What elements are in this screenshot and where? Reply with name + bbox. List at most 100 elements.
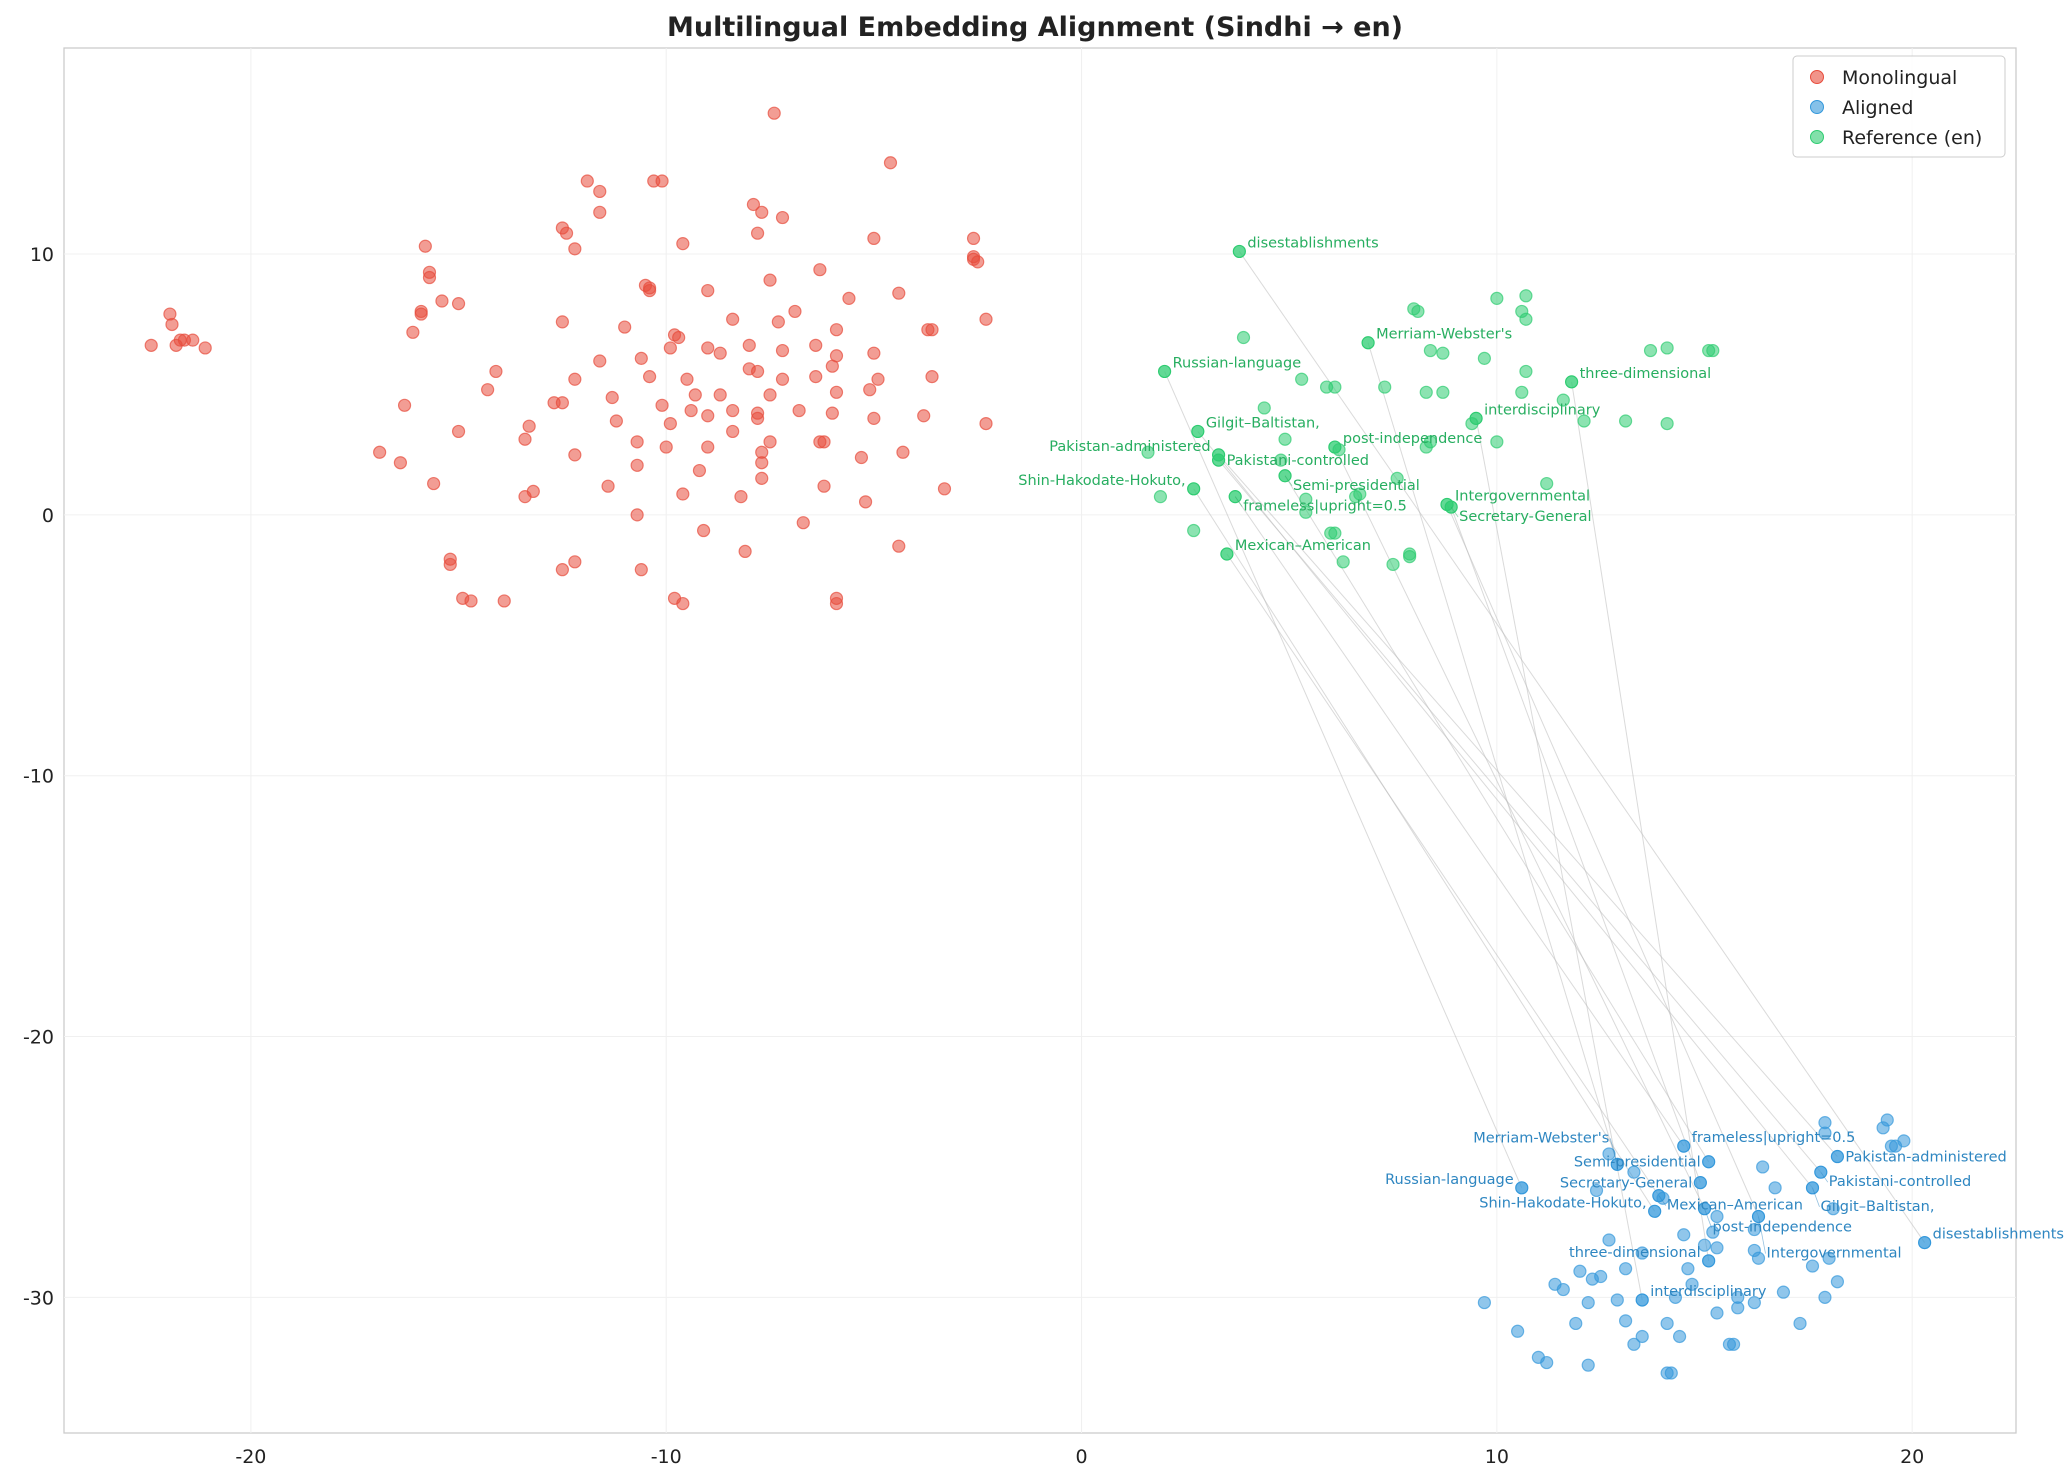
monolingual-point	[925, 370, 939, 384]
monolingual-point	[817, 435, 831, 449]
reference-point-labeled	[1187, 482, 1201, 496]
monolingual-point	[775, 343, 790, 358]
monolingual-point	[746, 197, 761, 212]
aligned-point	[1610, 1293, 1624, 1307]
monolingual-point	[451, 424, 466, 439]
aligned-word-label: Intergovernmental	[1767, 1246, 1902, 1262]
monolingual-point	[676, 487, 690, 501]
aligned-point-labeled	[1702, 1254, 1716, 1268]
reference-point	[1519, 289, 1533, 303]
monolingual-point	[817, 479, 831, 493]
monolingual-point	[867, 411, 881, 425]
reference-word-label: Gilgit–Baltistan,	[1206, 415, 1320, 431]
reference-point	[1556, 393, 1570, 407]
reference-point	[1519, 312, 1533, 326]
x-tick-label: -20	[235, 1446, 266, 1468]
aligned-word-label: Mexican–American	[1667, 1198, 1803, 1214]
monolingual-point	[750, 364, 765, 379]
aligned-point	[1756, 1160, 1770, 1174]
aligned-word-label: Merriam-Webster's	[1473, 1130, 1609, 1146]
monolingual-point	[755, 471, 769, 485]
y-tick-label: -10	[23, 766, 54, 788]
monolingual-point	[796, 516, 810, 530]
monolingual-point	[630, 458, 644, 472]
reference-point	[1278, 432, 1292, 446]
monolingual-point	[555, 563, 569, 577]
label-leader-line	[1284, 475, 1293, 486]
reference-point	[1328, 526, 1342, 540]
reference-point	[1299, 492, 1313, 506]
legend-label-aligned: Aligned	[1842, 97, 1913, 119]
monolingual-point	[414, 304, 428, 319]
monolingual-point	[443, 557, 457, 572]
monolingual-point	[937, 482, 952, 496]
aligned-point-labeled	[1693, 1176, 1707, 1190]
aligned-point	[1826, 1202, 1840, 1216]
reference-point	[1706, 343, 1720, 358]
aligned-word-label: Secretary-General	[1560, 1176, 1692, 1192]
monolingual-point	[688, 388, 702, 402]
monolingual-point	[435, 294, 449, 308]
aligned-point	[1697, 1238, 1712, 1252]
reference-word-label: post-independence	[1343, 431, 1482, 447]
monolingual-point	[676, 237, 690, 251]
reference-point	[1660, 416, 1674, 431]
monolingual-point	[809, 338, 823, 352]
monolingual-point	[580, 174, 594, 188]
label-leader-line	[1234, 496, 1243, 507]
monolingual-point	[775, 210, 790, 225]
alignment-line	[1571, 381, 1710, 1261]
monolingual-point	[871, 372, 885, 386]
monolingual-point	[867, 346, 881, 360]
monolingual-point	[165, 317, 179, 332]
alignment-line	[1446, 504, 1759, 1217]
monolingual-point	[726, 403, 740, 418]
aligned-point	[1511, 1324, 1525, 1338]
alignment-line	[1197, 431, 1813, 1189]
aligned-point	[1880, 1113, 1894, 1127]
monolingual-point	[825, 406, 839, 420]
monolingual-point	[763, 273, 777, 287]
monolingual-point	[568, 242, 582, 256]
aligned-point	[1751, 1251, 1766, 1265]
monolingual-point	[692, 463, 707, 478]
monolingual-point	[734, 490, 748, 504]
reference-word-label: Semi-presidential	[1293, 478, 1420, 494]
reference-point	[1490, 291, 1504, 305]
monolingual-point	[696, 523, 711, 538]
alignment-line	[1450, 506, 1701, 1183]
reference-word-label: Shin-Hakodate-Hokuto,	[1018, 473, 1185, 489]
aligned-point	[1710, 1306, 1724, 1320]
aligned-word-label: post-independence	[1713, 1220, 1852, 1236]
monolingual-point	[829, 323, 844, 337]
reference-point	[1236, 330, 1251, 345]
aligned-point	[1747, 1222, 1761, 1237]
reference-point	[1299, 505, 1313, 519]
aligned-word-label: Pakistan-administered	[1845, 1150, 2006, 1166]
reference-word-label: disestablishments	[1247, 235, 1378, 251]
aligned-point	[1569, 1316, 1583, 1331]
aligned-point-labeled	[1648, 1204, 1662, 1218]
aligned-point	[1660, 1316, 1674, 1331]
monolingual-point	[518, 432, 532, 446]
reference-point-labeled	[1361, 336, 1375, 350]
monolingual-point	[663, 341, 677, 355]
label-leader-line	[1609, 1138, 1618, 1165]
aligned-point	[1635, 1246, 1649, 1260]
monolingual-point	[663, 416, 677, 431]
monolingual-point	[863, 383, 877, 397]
aligned-word-label: Shin-Hakodate-Hokuto,	[1479, 1195, 1646, 1211]
monolingual-point	[701, 409, 715, 423]
aligned-point	[1627, 1165, 1641, 1179]
y-tick-label: -20	[23, 1027, 54, 1049]
reference-point-labeled	[1191, 424, 1205, 439]
reference-point	[1515, 385, 1529, 399]
aligned-point-labeled	[1830, 1149, 1845, 1164]
monolingual-point	[726, 424, 740, 439]
alignment-line	[1218, 459, 1822, 1173]
alignment-line	[1164, 371, 1523, 1189]
aligned-point	[1731, 1301, 1745, 1315]
reference-point	[1540, 476, 1554, 491]
aligned-point-labeled	[1702, 1155, 1716, 1169]
reference-point-labeled	[1328, 440, 1342, 454]
